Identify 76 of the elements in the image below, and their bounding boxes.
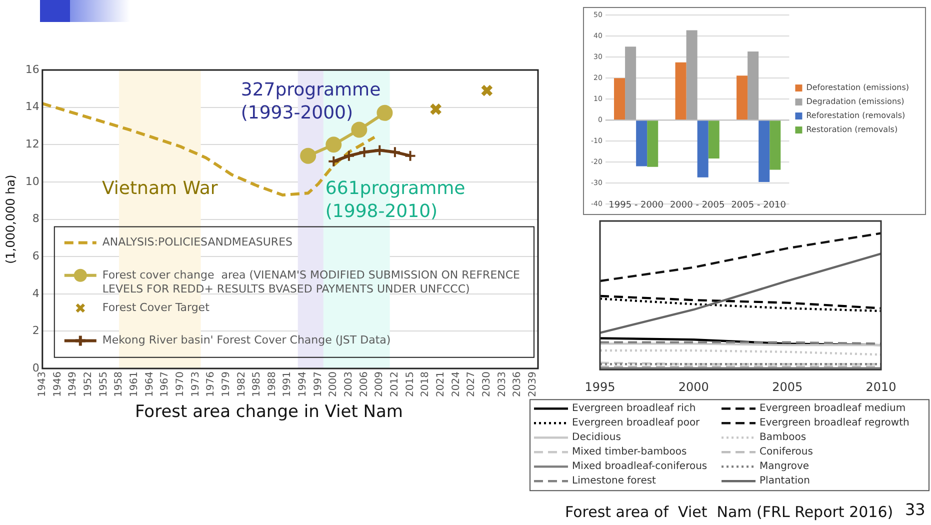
y-tick-label: 12 (25, 137, 40, 150)
legend-label: Evergreen broadleaf regrowth (760, 418, 910, 429)
legend-label: ANALYSIS:POLICIESANDMEASURES (102, 236, 293, 249)
x-tick-label: 1949 (68, 372, 79, 398)
y-tick-label: 8 (32, 212, 40, 226)
x-tick-label: 2018 (420, 372, 432, 398)
x-tick-label: 2006 (358, 372, 370, 398)
x-tick-label: 2009 (374, 372, 386, 398)
x-tick-label: 1982 (236, 372, 248, 398)
y-tick-label: 14 (25, 100, 40, 114)
x-tick-label: 1967 (160, 372, 171, 398)
x-tick-label: 1958 (114, 372, 125, 398)
legend-label: Evergreen broadleaf medium (760, 403, 906, 414)
x-tick-label: 2030 (482, 372, 492, 398)
x-tick-label: 1946 (52, 372, 64, 398)
text: Forest area change in Viet Nam (135, 402, 403, 422)
x-tick-label: 1955 (98, 372, 110, 398)
x-tick-label: 2000 (678, 380, 709, 394)
legend-label: Mekong River basin' Forest Cover Change (JST Data) (102, 334, 391, 347)
legend-label: Reforestation (removals) (806, 111, 906, 120)
x-tick-label: 1995 (584, 380, 616, 394)
x-tick-label: 2027 (466, 372, 478, 398)
x-tick-label: 1952 (82, 372, 94, 398)
legend-label: Limestone forest (572, 476, 656, 487)
x-tick-label: 2005 - 2010 (731, 200, 786, 211)
x-tick-label: 2033 (496, 372, 508, 398)
x-tick-label: 2010 (866, 380, 896, 394)
legend-label: Forest Cover Target (102, 300, 210, 314)
legend-label: Mangrove (760, 461, 810, 472)
y-tick-label: 4 (32, 286, 40, 300)
y-tick-label: 16 (25, 62, 40, 76)
x-tick-label: 2012 (390, 372, 401, 398)
x-tick-label: 1976 (206, 372, 217, 398)
x-tick-label: 2039 (527, 372, 538, 398)
legend-label: Forest cover change area (VIENAM'S MODIFIED SUBMISSION ON REFRENCE LEVELS FOR REDD+ RESULTS BVASED PAYMENTS UNDER UNFCCC) (102, 268, 520, 296)
legend-label: Coniferous (760, 446, 813, 458)
legend-label: Deforestation (emissions) (806, 83, 910, 92)
legend-label: Mixed timber-bamboos (572, 446, 687, 458)
x-tick-label: 1988 (266, 372, 278, 398)
x-tick-label: 1995 - 2000 (608, 200, 664, 211)
legend-label: Evergreen broadleaf rich (572, 403, 696, 414)
legend-label: Restoration (removals) (806, 125, 898, 134)
text: 33 (905, 500, 926, 519)
legend-label: Degradation (emissions) (806, 97, 904, 106)
x-tick-label: 1973 (190, 372, 202, 398)
band-label: 661programme (1998-2010) (325, 178, 466, 222)
y-tick-label: 10 (25, 174, 40, 188)
x-tick-label: 1970 (174, 372, 186, 398)
x-tick-label: 2003 (344, 372, 355, 398)
legend-label: Mixed broadleaf-coniferous (572, 461, 708, 472)
y-tick-label: 0 (32, 361, 40, 374)
text: Forest area of Viet Nam (FRL Report 2016) (565, 503, 894, 521)
x-tick-label: 1985 (252, 372, 263, 398)
x-tick-label: 1991 (282, 372, 294, 398)
x-tick-label: 2005 (772, 380, 803, 394)
legend-label: Evergreen broadleaf poor (572, 418, 701, 429)
y-axis-title: (1,000,000 ha) (3, 174, 18, 264)
y-tick-label: 2 (32, 324, 40, 338)
x-tick-label: 2021 (436, 372, 447, 398)
legend-label: Decidious (572, 432, 621, 444)
x-tick-label: 1997 (312, 372, 324, 398)
x-tick-label: 1964 (144, 372, 156, 398)
x-tick-label: 2015 (404, 372, 416, 398)
x-tick-label: 2036 (512, 372, 524, 398)
x-tick-label: 2024 (450, 372, 462, 398)
y-tick-label: 6 (32, 249, 40, 262)
x-tick-label: 1979 (220, 372, 232, 398)
x-tick-label: 1961 (128, 372, 140, 398)
x-tick-label: 2000 (328, 372, 340, 398)
x-tick-label: 1994 (298, 372, 309, 398)
legend-label: Bamboos (760, 432, 806, 444)
band-label: 327programme (1993-2000) (240, 80, 381, 124)
x-tick-label: 2000 - 2005 (670, 200, 725, 211)
legend-label: Plantation (760, 476, 810, 487)
x-tick-label: 1943 (36, 372, 48, 398)
band-label: Vietnam War (102, 178, 218, 200)
